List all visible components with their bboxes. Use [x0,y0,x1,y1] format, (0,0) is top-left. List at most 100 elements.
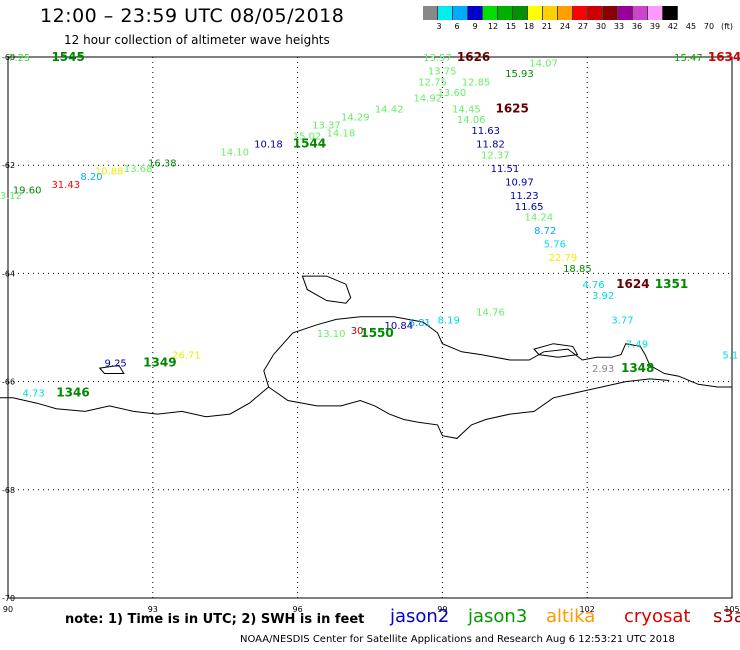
legend-swatch [438,6,453,20]
wave-height-label: 4.73 [22,388,44,399]
legend-label: 70 [703,22,715,31]
island-outline [301,275,352,304]
wave-height-label: 13.12 [0,191,22,202]
legend-swatch [663,6,678,20]
x-tick-label: 105 [724,605,739,614]
wave-height-label: 18.85 [563,264,592,275]
y-tick-label: -60 [2,53,15,62]
wave-height-label: 12.75 [418,77,447,88]
legend-label: 21 [541,22,553,31]
legend-swatch [618,6,633,20]
legend-swatch [423,6,438,20]
legend-swatch [498,6,513,20]
time-label: 1346 [56,385,89,399]
time-label: 1550 [360,326,393,340]
wave-height-label: 11.51 [491,164,520,175]
wave-height-label: 26.71 [172,351,201,362]
time-label: 1626 [457,50,490,64]
wave-height-label: 13.68 [124,164,153,175]
x-tick-label: 102 [580,605,595,614]
time-label: 1634 [708,50,740,64]
wave-height-label: 15.02 [293,131,322,142]
y-tick-label: -62 [2,161,15,170]
wave-height-label: 16.38 [148,158,177,169]
legend-label: 36 [631,22,643,31]
wave-height-label: 9.25 [105,359,127,370]
wave-height-label: 14.24 [524,213,553,224]
legend-label: 27 [577,22,589,31]
satellite-label-s3a: s3a [713,606,740,627]
wave-height-label: 14.45 [452,104,481,115]
legend-swatch [633,6,648,20]
footnote: note: 1) Time is in UTC; 2) SWH is in fe… [65,612,365,627]
wave-height-label: 14.42 [375,104,404,115]
x-tick-label: 96 [293,605,303,614]
wave-height-label: 2.93 [592,364,614,375]
legend-swatch [588,6,603,20]
wave-height-label: 14.29 [341,113,370,124]
satellite-label-cryosat: cryosat [624,606,691,627]
legend-label: 6 [454,22,460,31]
coastline [273,316,732,388]
legend-swatch [573,6,588,20]
legend-swatch [603,6,618,20]
y-tick-label: -68 [2,486,15,495]
coastline [263,354,670,439]
wave-height-label: 12.37 [481,150,510,161]
legend-label: 18 [523,22,535,31]
color-scale-legend [423,6,678,20]
wave-height-label: 5.76 [544,240,566,251]
wave-height-label: 8.72 [534,226,556,237]
wave-height-label: 10.18 [254,140,283,151]
time-label: 1544 [293,137,326,151]
wave-height-label: 14.06 [457,115,486,126]
legend-label: 45 [685,22,697,31]
wave-height-label: 14.18 [327,129,356,140]
wave-height-label: 31.43 [51,180,80,191]
legend-swatch [648,6,663,20]
wave-height-label: 8.20 [80,172,102,183]
wave-height-label: 4.76 [582,280,604,291]
wave-height-label: 6.81 [409,318,431,329]
wave-height-label: 14.07 [529,58,558,69]
legend-label: 30 [595,22,607,31]
legend-swatch [468,6,483,20]
legend-label: 9 [472,22,478,31]
wave-height-label: 3.92 [592,291,614,302]
wave-height-label: 13.57 [423,53,452,64]
legend-swatch [528,6,543,20]
legend-label: 12 [487,22,499,31]
legend-label: 42 [667,22,679,31]
legend-label: 33 [613,22,625,31]
wave-height-label: 13.60 [438,88,467,99]
legend-label: 39 [649,22,661,31]
time-label: 1545 [51,50,84,64]
plot-frame [7,56,733,599]
coastline [0,386,269,418]
wave-height-label: 15.47 [674,53,703,64]
legend-swatch [543,6,558,20]
legend-label: 3 [436,22,442,31]
x-tick-label: 93 [148,605,158,614]
x-tick-label: 90 [3,605,13,614]
wave-height-label: 22.79 [549,253,578,264]
wave-height-label: 10.97 [505,177,534,188]
satellite-label-jason3: jason3 [468,606,528,627]
page-subtitle: 12 hour collection of altimeter wave hei… [64,33,330,47]
wave-height-label: 10.84 [384,321,413,332]
legend-swatch [558,6,573,20]
wave-height-label: 13.75 [428,67,457,78]
y-tick-label: -70 [2,594,15,603]
wave-height-label: 30. [351,326,367,337]
wave-height-label: 13.37 [312,121,341,132]
time-label: 1351 [655,277,688,291]
island-outline [533,343,579,358]
wave-height-label: 14.92 [413,94,442,105]
legend-label: 24 [559,22,571,31]
wave-height-label: 11.23 [510,191,539,202]
time-label: 1625 [495,101,528,115]
legend-swatch [513,6,528,20]
wave-height-label: 12.85 [462,77,491,88]
credit-line: NOAA/NESDIS Center for Satellite Applica… [240,634,675,645]
wave-height-label: 5.1 [722,351,738,362]
